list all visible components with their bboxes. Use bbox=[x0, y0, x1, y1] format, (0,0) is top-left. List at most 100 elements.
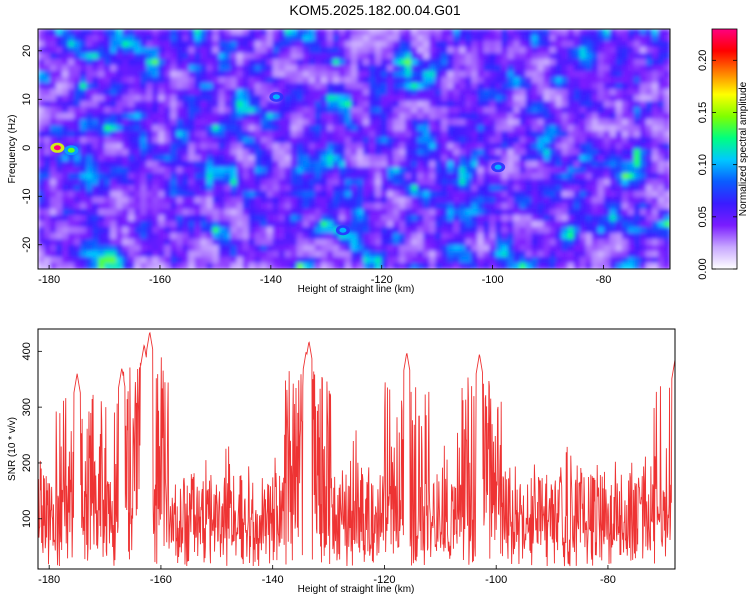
heatmap-cell bbox=[320, 251, 328, 258]
heatmap-cell bbox=[513, 257, 521, 264]
heatmap-cell bbox=[248, 245, 256, 252]
heatmap-cell bbox=[68, 161, 75, 168]
heatmap-cell bbox=[663, 41, 670, 48]
heatmap-cell bbox=[296, 41, 304, 48]
heatmap-cell bbox=[579, 77, 587, 84]
heatmap-cell bbox=[501, 161, 509, 168]
heatmap-cell bbox=[579, 179, 587, 186]
heatmap-cell bbox=[387, 233, 394, 240]
heatmap-cell bbox=[417, 119, 424, 126]
heatmap-cell bbox=[393, 251, 400, 258]
heatmap-cell bbox=[531, 89, 539, 96]
heatmap-cell bbox=[561, 65, 569, 72]
heatmap-cell bbox=[242, 263, 250, 269]
heatmap-cell bbox=[86, 119, 93, 126]
heatmap-cell bbox=[236, 197, 244, 204]
heatmap-cell bbox=[387, 47, 394, 54]
heatmap-cell bbox=[116, 137, 123, 144]
heatmap-cell bbox=[621, 89, 629, 96]
heatmap-cell bbox=[260, 83, 268, 90]
heatmap-cell bbox=[645, 185, 653, 192]
heatmap-cell bbox=[567, 35, 575, 42]
heatmap-cell bbox=[591, 83, 599, 90]
heatmap-cell bbox=[651, 71, 659, 78]
heatmap-cell bbox=[561, 245, 569, 252]
heatmap-cell bbox=[248, 191, 256, 198]
heatmap-cell bbox=[399, 197, 406, 204]
heatmap-cell bbox=[176, 185, 184, 192]
heatmap-cell bbox=[453, 47, 460, 54]
heatmap-cell bbox=[429, 239, 436, 246]
heatmap-cell bbox=[579, 59, 587, 66]
heatmap-cell bbox=[332, 113, 340, 120]
heatmap-cell bbox=[62, 239, 69, 246]
heatmap-cell bbox=[657, 71, 665, 78]
heatmap-cell bbox=[110, 59, 117, 66]
heatmap-cell bbox=[170, 179, 178, 186]
heatmap-cell bbox=[314, 185, 322, 192]
heatmap-cell bbox=[182, 101, 190, 108]
heatmap-cell bbox=[543, 161, 551, 168]
heatmap-y-axis-label: Frequency (Hz) bbox=[7, 115, 18, 184]
heatmap-cell bbox=[555, 113, 563, 120]
heatmap-cell bbox=[639, 107, 647, 114]
heatmap-cell bbox=[615, 263, 623, 269]
heatmap-cell bbox=[266, 77, 274, 84]
colorbar-gradient bbox=[711, 28, 738, 270]
heatmap-cell bbox=[170, 257, 178, 264]
heatmap-y-tick-label: -20 bbox=[21, 237, 33, 253]
heatmap-cell bbox=[206, 113, 214, 120]
heatmap-cell bbox=[230, 185, 238, 192]
heatmap-cell bbox=[290, 53, 298, 60]
heatmap-cell bbox=[537, 197, 545, 204]
heatmap-cell bbox=[158, 209, 165, 216]
heatmap-cell bbox=[465, 191, 472, 198]
heatmap-cell bbox=[651, 107, 659, 114]
heatmap-cell bbox=[38, 227, 45, 234]
heatmap-cell bbox=[477, 71, 485, 78]
heatmap-cell bbox=[68, 239, 75, 246]
heatmap-cell bbox=[344, 245, 352, 252]
heatmap-cell bbox=[218, 89, 226, 96]
heatmap-cell bbox=[62, 137, 69, 144]
heatmap-cell bbox=[651, 47, 659, 54]
heatmap-cell bbox=[495, 227, 503, 234]
heatmap-cell bbox=[663, 191, 670, 198]
heatmap-cell bbox=[350, 251, 358, 258]
heatmap-cell bbox=[56, 233, 63, 240]
heatmap-cell bbox=[597, 137, 605, 144]
heatmap-cell bbox=[176, 263, 184, 269]
heatmap-cell bbox=[423, 95, 430, 102]
heatmap-cell bbox=[495, 179, 503, 186]
heatmap-cell bbox=[326, 95, 334, 102]
heatmap-cell bbox=[363, 173, 370, 180]
heatmap-cell bbox=[92, 149, 99, 156]
heatmap-cell bbox=[585, 173, 593, 180]
heatmap-cell bbox=[507, 71, 515, 78]
heatmap-cell bbox=[152, 89, 159, 96]
heatmap-cell bbox=[393, 245, 400, 252]
heatmap-cell bbox=[591, 191, 599, 198]
heatmap-cell bbox=[308, 77, 316, 84]
heatmap-cell bbox=[194, 71, 202, 78]
heatmap-cell bbox=[441, 137, 448, 144]
heatmap-cell bbox=[603, 197, 611, 204]
heatmap-cell bbox=[447, 149, 454, 156]
heatmap-cell bbox=[146, 155, 153, 162]
heatmap-cell bbox=[62, 47, 69, 54]
heatmap-cell bbox=[429, 77, 436, 84]
heatmap-cell bbox=[399, 47, 406, 54]
heatmap-cell bbox=[645, 251, 653, 258]
heatmap-cell bbox=[417, 239, 424, 246]
heatmap-cell bbox=[579, 89, 587, 96]
heatmap-cell bbox=[302, 113, 310, 120]
heatmap-cell bbox=[465, 107, 472, 114]
heatmap-cell bbox=[350, 143, 358, 150]
heatmap-cell bbox=[314, 263, 322, 269]
heatmap-cell bbox=[326, 53, 334, 60]
heatmap-cell bbox=[50, 59, 57, 66]
heatmap-cell bbox=[453, 191, 460, 198]
heatmap-cell bbox=[212, 197, 220, 204]
heatmap-cell bbox=[284, 35, 292, 42]
heatmap-cell bbox=[104, 167, 111, 174]
